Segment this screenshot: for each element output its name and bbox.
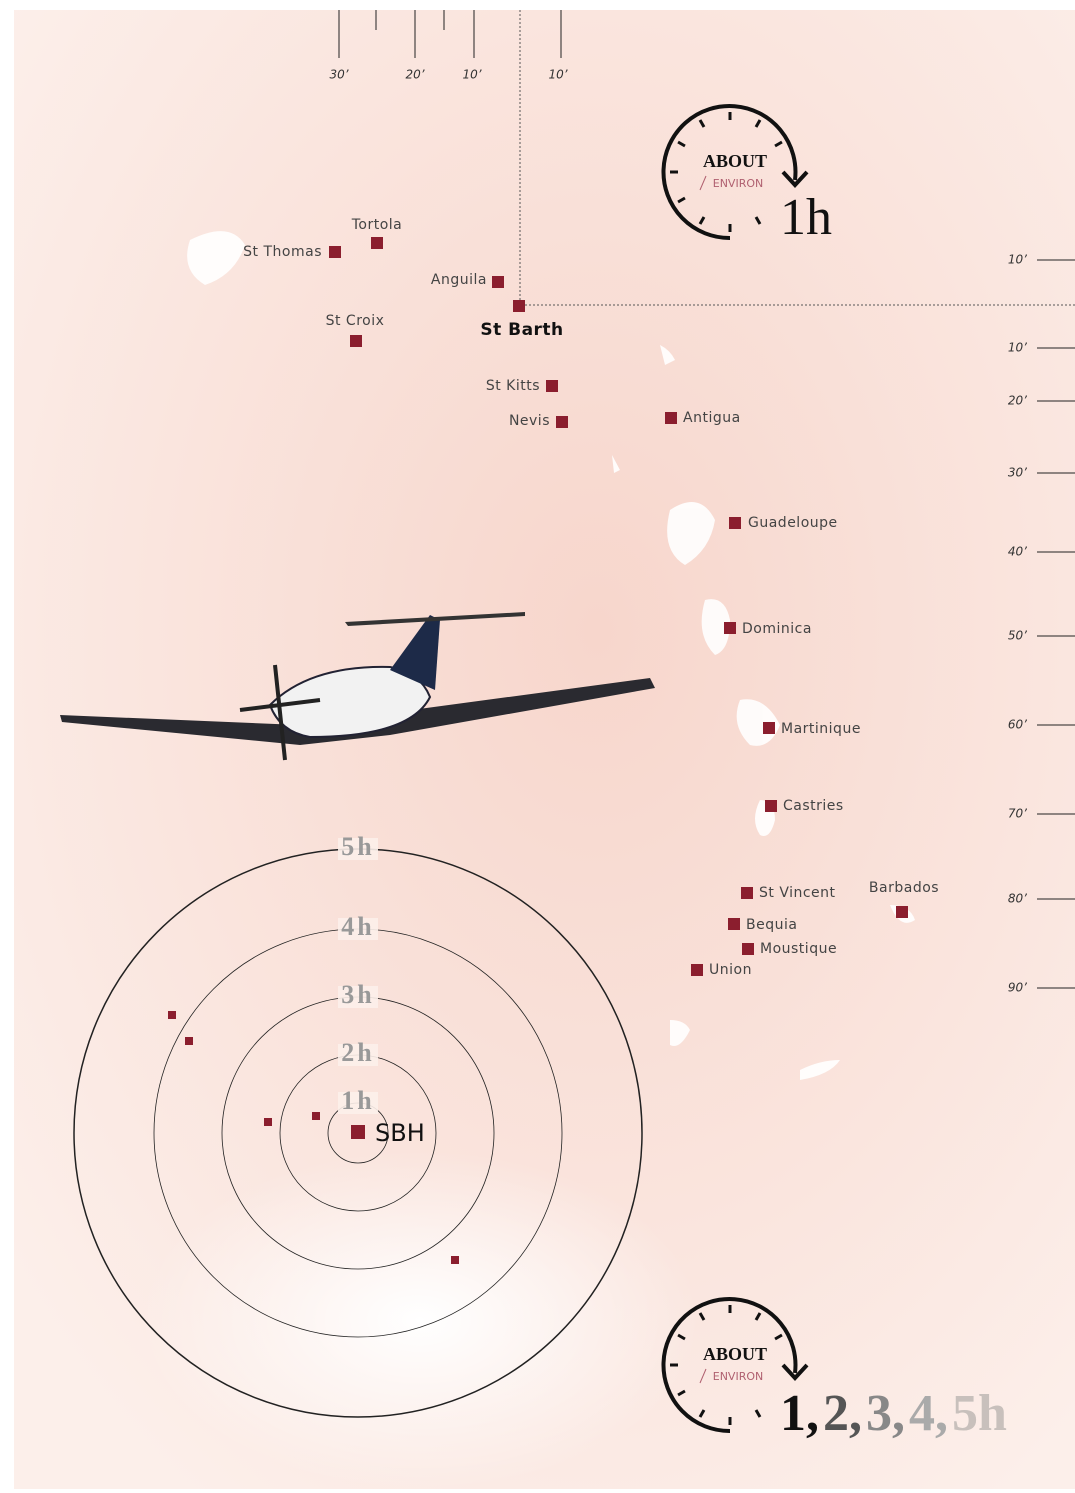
duration: 5h — [952, 1385, 1007, 1442]
ring-label: 3h — [341, 980, 374, 1009]
scale-label: 80’ — [1008, 892, 1027, 906]
clock-arrow — [781, 170, 809, 188]
island-marker — [728, 918, 740, 930]
island-label: St Croix — [326, 313, 385, 329]
scale-label: 20’ — [1008, 394, 1027, 408]
clock-environ: ENVIRON — [713, 1370, 763, 1383]
island-label: St Thomas — [243, 244, 322, 260]
plane — [60, 612, 655, 761]
clock-slash — [699, 175, 707, 191]
clock-tick — [677, 140, 686, 148]
duration: 2, — [823, 1385, 862, 1442]
scale-label: 10’ — [1008, 341, 1027, 355]
ring-label-bg — [338, 1092, 378, 1114]
island-label: St Barth — [480, 320, 563, 340]
island-marker — [763, 722, 775, 734]
island-label: Martinique — [781, 721, 861, 737]
island-marker — [724, 622, 736, 634]
island-marker — [371, 237, 383, 249]
island-marker — [556, 416, 568, 428]
island-label: St Vincent — [759, 885, 836, 901]
duration: 3, — [866, 1385, 905, 1442]
clock-tick — [698, 216, 706, 225]
clock-tick — [677, 1389, 686, 1397]
clock-arrow — [781, 1363, 809, 1381]
scale-label: 60’ — [1008, 718, 1027, 732]
clock-icon: ABOUT ENVIRON — [661, 1297, 809, 1434]
duration: 4, — [909, 1385, 948, 1442]
clock-about: ABOUT — [703, 1344, 767, 1364]
clock-about: ABOUT — [703, 151, 767, 171]
island-marker — [329, 246, 341, 258]
island-marker — [350, 335, 362, 347]
clock-arc — [661, 1297, 798, 1434]
ring-label-bg — [338, 838, 378, 860]
clock-tick — [754, 1312, 762, 1321]
ring-label-bg — [338, 986, 378, 1008]
scale-label: 30’ — [1008, 466, 1027, 480]
scale-label: 10’ — [1008, 253, 1027, 267]
clock-tick — [698, 1409, 706, 1418]
clock-arc — [661, 104, 798, 241]
island-label: Union — [709, 962, 752, 978]
clock-tick — [754, 1409, 762, 1418]
clock-environ: ENVIRON — [713, 177, 763, 190]
small-markers — [168, 1011, 459, 1264]
clock-slash — [699, 1368, 707, 1384]
duration: 1, — [780, 1385, 819, 1442]
island-label: Dominica — [742, 621, 812, 637]
clock-tick — [774, 1333, 783, 1341]
island-marker — [729, 517, 741, 529]
island-marker — [765, 800, 777, 812]
guide-line — [519, 10, 1075, 306]
clock-tick — [774, 140, 783, 148]
clock-icon: ABOUT ENVIRON — [661, 104, 809, 241]
island-marker — [896, 906, 908, 918]
island-marker — [741, 887, 753, 899]
scale-label: 90’ — [1008, 981, 1027, 995]
scale-label: 20’ — [405, 68, 424, 82]
clock-tick — [754, 216, 762, 225]
ring-label-bg — [338, 918, 378, 940]
island-label: Bequia — [746, 917, 797, 933]
island-label: Moustique — [760, 941, 837, 957]
island-marker — [742, 943, 754, 955]
clock-tick — [677, 1333, 686, 1341]
island-label: Barbados — [869, 880, 939, 896]
scale-label: 70’ — [1008, 807, 1027, 821]
clock-tick — [754, 119, 762, 128]
island-marker — [492, 276, 504, 288]
island-label: Nevis — [509, 413, 550, 429]
island-label: Tortola — [351, 217, 403, 233]
island-marker — [513, 300, 525, 312]
ring-label: 4h — [341, 912, 374, 941]
island-label: Anguila — [431, 272, 487, 288]
scale-label: 10’ — [462, 68, 481, 82]
clock-tick — [698, 119, 706, 128]
island-marker — [546, 380, 558, 392]
ring-label: 2h — [341, 1038, 374, 1067]
top-scale — [338, 10, 562, 58]
ring-label-bg — [338, 1044, 378, 1066]
scale-label: 30’ — [329, 68, 348, 82]
island-label: Antigua — [683, 410, 741, 426]
center-label: SBH — [375, 1119, 425, 1147]
island-label: Guadeloupe — [748, 515, 838, 531]
ring-label: 5h — [341, 832, 374, 861]
clock-tick — [677, 196, 686, 204]
island-marker — [691, 964, 703, 976]
clock-tick — [698, 1312, 706, 1321]
ring-label: 1h — [341, 1086, 374, 1115]
island-label: Castries — [783, 798, 844, 814]
island-label: St Kitts — [486, 378, 540, 394]
scale-label: 40’ — [1008, 545, 1027, 559]
scale-label: 10’ — [548, 68, 567, 82]
land-glow — [140, 1150, 700, 1490]
island-marker — [665, 412, 677, 424]
duration: 1h — [780, 189, 832, 246]
scale-label: 50’ — [1008, 629, 1027, 643]
